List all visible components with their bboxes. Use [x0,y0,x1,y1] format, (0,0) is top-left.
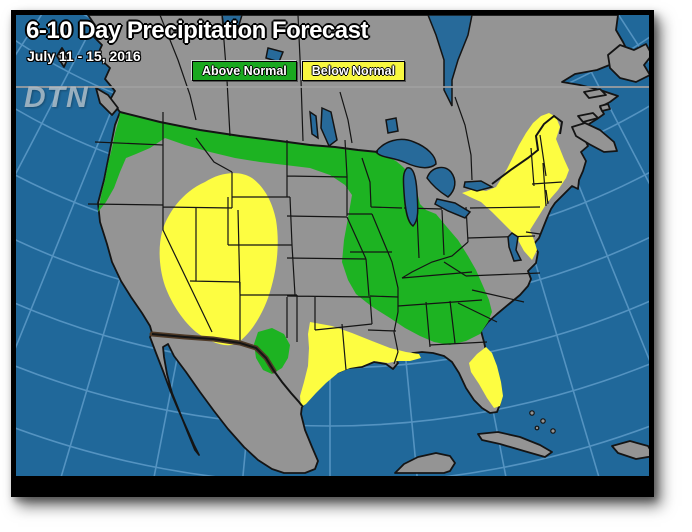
green-texas-pocket [254,328,290,374]
lake-huron [426,166,456,198]
lake-ontario [463,180,495,192]
bottom-black-band [16,476,649,492]
state-borders [87,112,563,371]
green-main-swath [98,112,492,345]
haida-gwaii [56,47,69,68]
map-title: 6-10 Day Precipitation Forecast [26,17,368,44]
magdalen-islands [599,103,611,112]
lake-nipigon [385,117,399,134]
prince-edward-island [577,112,599,123]
yellow-texas-gulf [300,322,421,407]
map-legend: Above Normal Below Normal [192,61,406,81]
forecast-map [16,15,649,476]
hudson-james-bay [427,15,473,107]
us-canada-border [119,111,564,185]
vancouver-island [95,87,119,116]
legend-above-normal: Above Normal [192,61,297,81]
forecast-map-frame: 6-10 Day Precipitation Forecast July 11 … [11,10,654,497]
yellow-west-blob [159,173,278,346]
yellow-florida [469,347,503,408]
lakes [221,15,523,262]
above-normal-regions [98,112,492,374]
forecast-map-inner: 6-10 Day Precipitation Forecast July 11 … [16,15,649,492]
map-date-range: July 11 - 15, 2016 [27,48,141,64]
lake-michigan [402,167,419,227]
nova-scotia [571,122,618,153]
lake-erie [434,198,472,219]
cuba [477,431,553,458]
hispaniola [611,440,649,460]
us-mexico-border [151,333,304,408]
anticosti-island [583,88,607,99]
lake-superior [375,138,437,169]
lake-winnipeg [320,106,338,148]
lake-winnipegosis [309,110,319,140]
bahamas-islands [529,410,556,434]
dtn-watermark: DTN [24,81,89,114]
great-slave-lake [221,15,243,37]
legend-below-normal: Below Normal [301,61,406,81]
chesapeake-bay [507,232,523,262]
newfoundland [607,43,649,83]
yucatan [394,452,456,474]
